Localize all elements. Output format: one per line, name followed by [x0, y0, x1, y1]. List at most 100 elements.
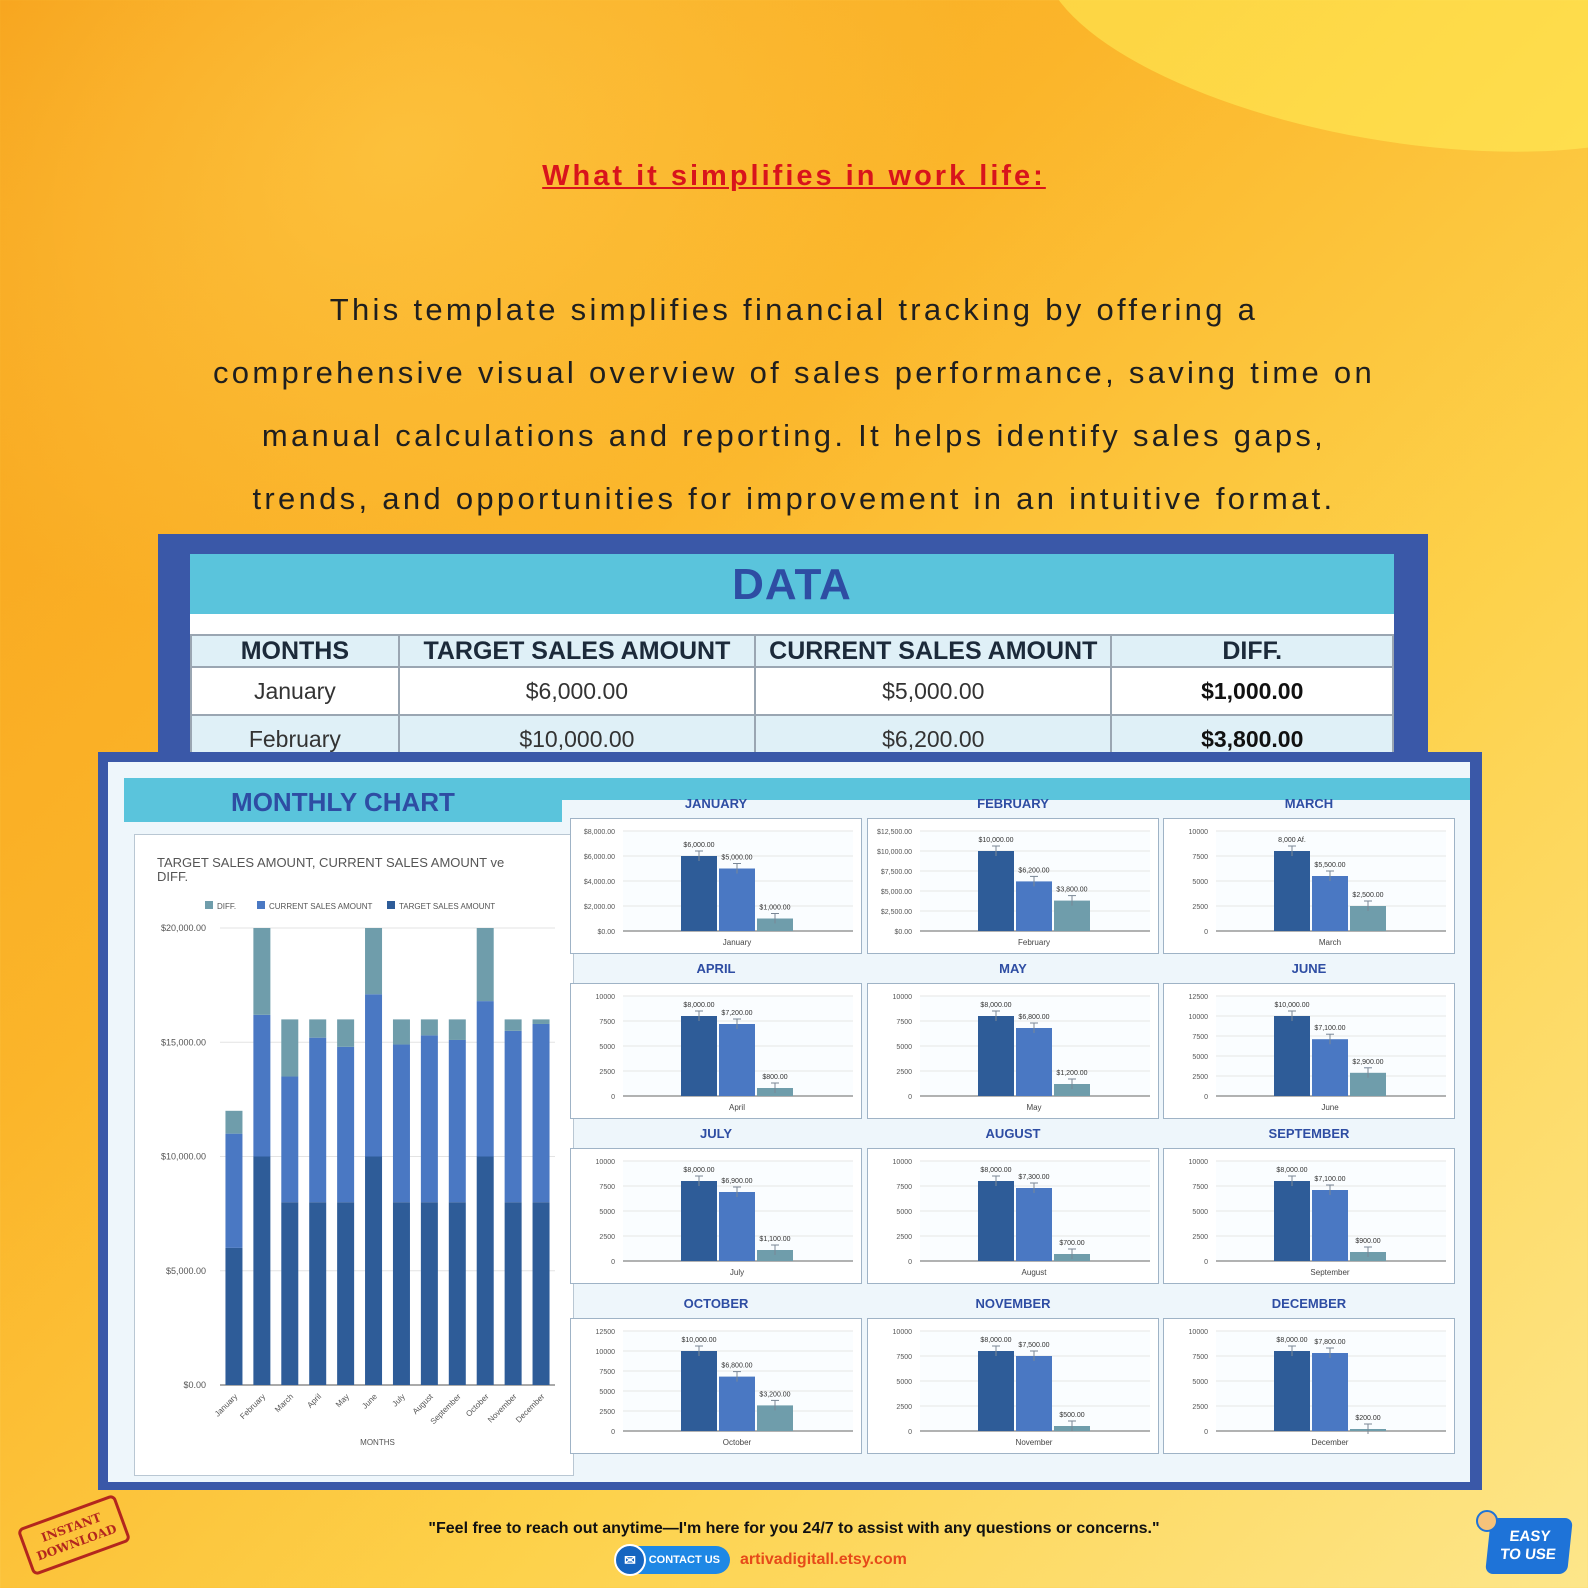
data-sheet-panel: DATA MONTHS TARGET SALES AMOUNT CURRENT …: [158, 534, 1428, 764]
x-tick-label: September: [1310, 1268, 1349, 1277]
stacked-bar-segment: [476, 1001, 494, 1157]
y-tick-label: $10,000.00: [877, 849, 912, 856]
stacked-bar-segment: [532, 1202, 550, 1385]
mini-chart-title: SEPTEMBER: [1268, 1126, 1350, 1141]
data-label: $10,000.00: [1274, 1002, 1309, 1009]
x-tick-label: March: [1319, 938, 1341, 947]
x-tick-label: February: [238, 1392, 267, 1421]
x-tick-label: May: [334, 1392, 351, 1409]
y-tick-label: 7500: [896, 1354, 912, 1361]
data-label: $3,800.00: [1056, 887, 1087, 894]
y-tick-label: 0: [1204, 929, 1208, 936]
mini-chart-title: AUGUST: [985, 1126, 1041, 1141]
intro-line: manual calculations and reporting. It he…: [261, 418, 1327, 453]
mini-chart-frame[interactable]: 0 2500 5000 7500 10000 $8,000.00 $6,900.00 $1,1…: [570, 1148, 862, 1284]
legend-swatch: [387, 901, 395, 909]
y-tick-label: $0.00: [894, 929, 912, 936]
x-tick-label: December: [514, 1392, 547, 1425]
mini-chart-frame[interactable]: 0 2500 5000 7500 10000 $8,000.00 $7,200.00 $800…: [570, 983, 862, 1119]
stacked-bar-segment: [448, 1039, 466, 1203]
stacked-bar-segment: [309, 1037, 327, 1203]
y-tick-label: 0: [1204, 1259, 1208, 1266]
y-tick-label: $2,000.00: [584, 904, 615, 911]
y-tick-label: 5000: [599, 1389, 615, 1396]
shop-link[interactable]: artivadigitall.etsy.com: [740, 1551, 907, 1568]
y-tick-label: 2500: [599, 1234, 615, 1241]
data-sheet-title: DATA: [190, 554, 1394, 614]
data-label: $8,000.00: [980, 1337, 1011, 1344]
summary-chart-frame[interactable]: TARGET SALES AMOUNT, CURRENT SALES AMOUN…: [134, 834, 574, 1476]
mini-chart-frame[interactable]: 0 2500 5000 7500 10000 8,000 Af. $5,500.00 $2,5…: [1163, 818, 1455, 954]
mini-chart-frame[interactable]: $0.00 $2,000.00 $4,000.00 $6,000.00 $8,000.0…: [570, 818, 862, 954]
bar: [1054, 1084, 1090, 1096]
mini-chart-frame[interactable]: 0 2500 5000 7500 10000 $8,000.00 $7,500.00 $500…: [867, 1318, 1159, 1454]
bar: [719, 1376, 755, 1431]
legend-swatch: [205, 901, 213, 909]
table-cell[interactable]: $6,000.00: [397, 666, 757, 716]
mini-chart-frame[interactable]: 0 2500 5000 7500 10000 $8,000.00 $6,800.00 $1,2…: [867, 983, 1159, 1119]
y-tick-label: 0: [908, 1094, 912, 1101]
mini-chart-title: JANUARY: [684, 796, 748, 811]
bar: [1016, 1356, 1052, 1431]
bar: [1312, 876, 1348, 931]
column-header-current[interactable]: CURRENT SALES AMOUNT: [754, 634, 1113, 668]
mini-chart-frame[interactable]: 0 2500 5000 7500 10000 $8,000.00 $7,100.00 $900…: [1163, 1148, 1455, 1284]
x-axis-label: MONTHS: [360, 1438, 395, 1447]
bar: [681, 1181, 717, 1261]
y-tick-label: 2500: [1192, 1234, 1208, 1241]
y-tick-label: 7500: [599, 1184, 615, 1191]
bar: [978, 1351, 1014, 1431]
mini-chart-frame[interactable]: 0 2500 5000 7500 10000 12500 $10,000.00 $6,800.…: [570, 1318, 862, 1454]
contact-us-button[interactable]: ✉ CONTACT US: [614, 1544, 730, 1576]
badge-line: TO USE: [1499, 1546, 1557, 1563]
mini-chart: 0 2500 5000 7500 10000 $8,000.00 $6,900.00 $1,1…: [596, 1159, 853, 1277]
x-tick-label: January: [723, 938, 751, 947]
y-tick-label: $5,000.00: [166, 1266, 206, 1276]
data-label: $900.00: [1355, 1238, 1380, 1245]
bar: [681, 1016, 717, 1096]
column-header-months[interactable]: MONTHS: [190, 634, 400, 668]
mini-chart: 0 2500 5000 7500 10000 8,000 Af. $5,500.00 $2,5…: [1189, 829, 1446, 947]
mini-chart: 0 2500 5000 7500 10000 $8,000.00 $7,100.00 $900…: [1189, 1159, 1446, 1277]
data-label: $8,000.00: [1276, 1167, 1307, 1174]
y-tick-label: $8,000.00: [584, 829, 615, 836]
bar: [1274, 851, 1310, 931]
table-cell[interactable]: January: [190, 666, 400, 716]
mini-chart: 0 2500 5000 7500 10000 $8,000.00 $7,300.00 $700…: [893, 1159, 1150, 1277]
bar: [978, 1181, 1014, 1261]
y-tick-label: 5000: [599, 1209, 615, 1216]
data-label: $5,500.00: [1314, 862, 1345, 869]
legend-label: TARGET SALES AMOUNT: [399, 902, 495, 911]
column-header-target[interactable]: TARGET SALES AMOUNT: [397, 634, 757, 668]
column-header-diff[interactable]: DIFF.: [1110, 634, 1394, 668]
data-label: $700.00: [1059, 1240, 1084, 1247]
mini-chart-title: JULY: [699, 1126, 733, 1141]
mini-chart-frame[interactable]: 0 2500 5000 7500 10000 $8,000.00 $7,300.00 $700…: [867, 1148, 1159, 1284]
stacked-bar-segment: [225, 1110, 243, 1134]
stacked-bar-segment: [392, 1044, 410, 1203]
stacked-bar-segment: [392, 1019, 410, 1045]
table-cell[interactable]: $5,000.00: [754, 666, 1113, 716]
y-tick-label: 10000: [893, 1159, 913, 1166]
summary-chart: TARGET SALES AMOUNT, CURRENT SALES AMOUN…: [157, 855, 555, 1447]
y-tick-label: 0: [908, 1259, 912, 1266]
bar: [681, 1351, 717, 1431]
bar: [1312, 1190, 1348, 1261]
support-quote: "Feel free to reach out anytime—I'm here…: [428, 1520, 1160, 1537]
mini-chart-title: FEBRUARY: [977, 796, 1049, 811]
bar: [1274, 1351, 1310, 1431]
mini-chart-frame[interactable]: 0 2500 5000 7500 10000 12500 $10,000.00 $7,100.…: [1163, 983, 1455, 1119]
stacked-bar-segment: [504, 1030, 522, 1203]
mini-chart: 0 2500 5000 7500 10000 $8,000.00 $7,800.00 $200…: [1189, 1329, 1446, 1447]
y-tick-label: 10000: [1189, 1159, 1209, 1166]
x-tick-label: December: [1312, 1438, 1349, 1447]
bar: [757, 918, 793, 931]
mini-chart-frame[interactable]: 0 2500 5000 7500 10000 $8,000.00 $7,800.00 $200…: [1163, 1318, 1455, 1454]
data-label: $6,200.00: [1018, 867, 1049, 874]
bar: [978, 851, 1014, 931]
table-cell[interactable]: $1,000.00: [1110, 666, 1394, 716]
data-label: $8,000.00: [683, 1167, 714, 1174]
mini-chart-frame[interactable]: $0.00 $2,500.00 $5,000.00 $7,500.00 $10,000.…: [867, 818, 1159, 954]
bar: [1312, 1039, 1348, 1096]
y-tick-label: 12500: [1189, 994, 1209, 1001]
